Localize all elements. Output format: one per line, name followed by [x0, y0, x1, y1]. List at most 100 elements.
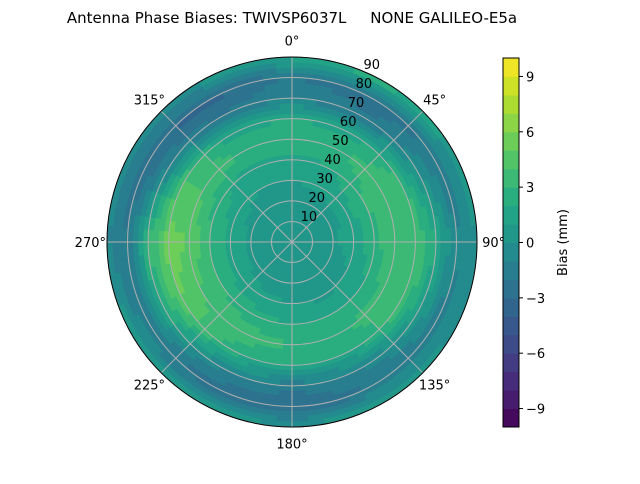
contour-cell	[287, 298, 292, 303]
contour-cell	[461, 227, 467, 242]
contour-cell	[283, 334, 292, 339]
contour-cell	[282, 186, 287, 192]
contour-cell	[174, 242, 180, 252]
colorbar-level	[503, 372, 519, 391]
contour-cell	[189, 242, 195, 251]
contour-cell	[292, 124, 302, 130]
contour-cell	[379, 234, 384, 242]
contour-cell	[215, 242, 220, 249]
contour-cell	[292, 139, 301, 145]
contour-cell	[282, 124, 292, 130]
colorbar-label: Bias (mm)	[556, 209, 571, 276]
contour-cell	[292, 390, 305, 396]
colorbar-level	[503, 279, 519, 298]
contour-cell	[343, 232, 349, 237]
contour-cell	[280, 103, 292, 109]
contour-cell	[440, 242, 446, 255]
contour-cell	[287, 180, 292, 185]
contour-cell	[285, 160, 292, 165]
contour-cell	[282, 355, 292, 361]
contour-cell	[279, 390, 292, 396]
contour-cell	[133, 242, 139, 256]
colorbar-level	[503, 335, 519, 354]
contour-cell	[292, 396, 306, 402]
contour-cell	[292, 108, 304, 114]
radial-tick-label: 50	[332, 134, 349, 149]
radial-tick-label: 80	[356, 77, 373, 92]
contour-cell	[292, 67, 307, 73]
contour-cell	[292, 88, 305, 94]
contour-cell	[283, 191, 288, 197]
contour-cell	[292, 334, 301, 339]
colorbar-level	[503, 95, 519, 114]
contour-cell	[292, 103, 304, 109]
radial-tick-label: 60	[340, 115, 357, 130]
contour-cell	[158, 230, 164, 242]
contour-cell	[369, 235, 374, 242]
colorbar-level	[503, 150, 519, 169]
colorbar-tick-label: −6	[526, 347, 545, 362]
contour-cell	[174, 232, 180, 242]
contour-cell	[292, 144, 301, 149]
contour-cell	[292, 375, 304, 381]
colorbar-level	[503, 243, 519, 262]
colorbar-tick-label: −9	[526, 403, 545, 418]
contour-cell	[117, 227, 123, 242]
contour-cell	[292, 175, 298, 180]
contour-cell	[353, 236, 358, 242]
contour-cell	[210, 235, 215, 242]
contour-cell	[359, 242, 364, 248]
colorbar-level	[503, 298, 519, 317]
contour-cell	[446, 228, 452, 242]
contour-cell	[292, 155, 300, 160]
contour-cell	[287, 185, 292, 190]
contour-cell	[364, 235, 369, 242]
contour-cell	[225, 236, 230, 242]
colorbar-level	[503, 113, 519, 132]
contour-cell	[292, 314, 299, 319]
contour-cell	[353, 242, 358, 248]
contour-cell	[374, 242, 379, 250]
contour-cell	[384, 242, 389, 251]
contour-cell	[284, 329, 292, 334]
contour-cell	[280, 375, 292, 381]
contour-cell	[400, 232, 406, 242]
contour-cell	[200, 234, 205, 242]
contour-cell	[292, 324, 300, 329]
contour-cell	[288, 201, 292, 206]
contour-cell	[379, 242, 384, 250]
contour-cell	[292, 355, 302, 361]
contour-cell	[286, 309, 292, 314]
contour-cell	[153, 242, 159, 254]
contour-cell	[220, 242, 225, 248]
contour-cell	[292, 278, 296, 283]
contour-cell	[158, 242, 164, 254]
contour-cell	[283, 339, 292, 345]
contour-cell	[292, 288, 296, 293]
contour-cell	[283, 139, 292, 145]
contour-cell	[235, 242, 240, 247]
contour-cell	[278, 396, 292, 402]
angular-tick-label: 270°	[75, 236, 106, 251]
contour-cell	[292, 160, 299, 165]
contour-cell	[236, 246, 242, 251]
contour-cell	[285, 319, 292, 324]
contour-cell	[225, 242, 230, 248]
contour-cell	[292, 293, 297, 298]
contour-cell	[189, 233, 195, 242]
colorbar-tick-label: −3	[526, 292, 545, 307]
colorbar-level	[503, 206, 519, 225]
colorbar-tick-label: 9	[526, 70, 534, 85]
colorbar-level	[503, 187, 519, 206]
contour-cell	[389, 242, 395, 251]
contour-cell	[292, 303, 298, 308]
contour-cell	[348, 242, 353, 247]
contour-cell	[338, 238, 343, 242]
angular-tick-label: 90°	[482, 236, 505, 251]
contour-cell	[292, 411, 307, 417]
contour-cell	[282, 350, 292, 356]
contour-cell	[292, 329, 300, 334]
angular-tick-label: 0°	[285, 34, 300, 49]
